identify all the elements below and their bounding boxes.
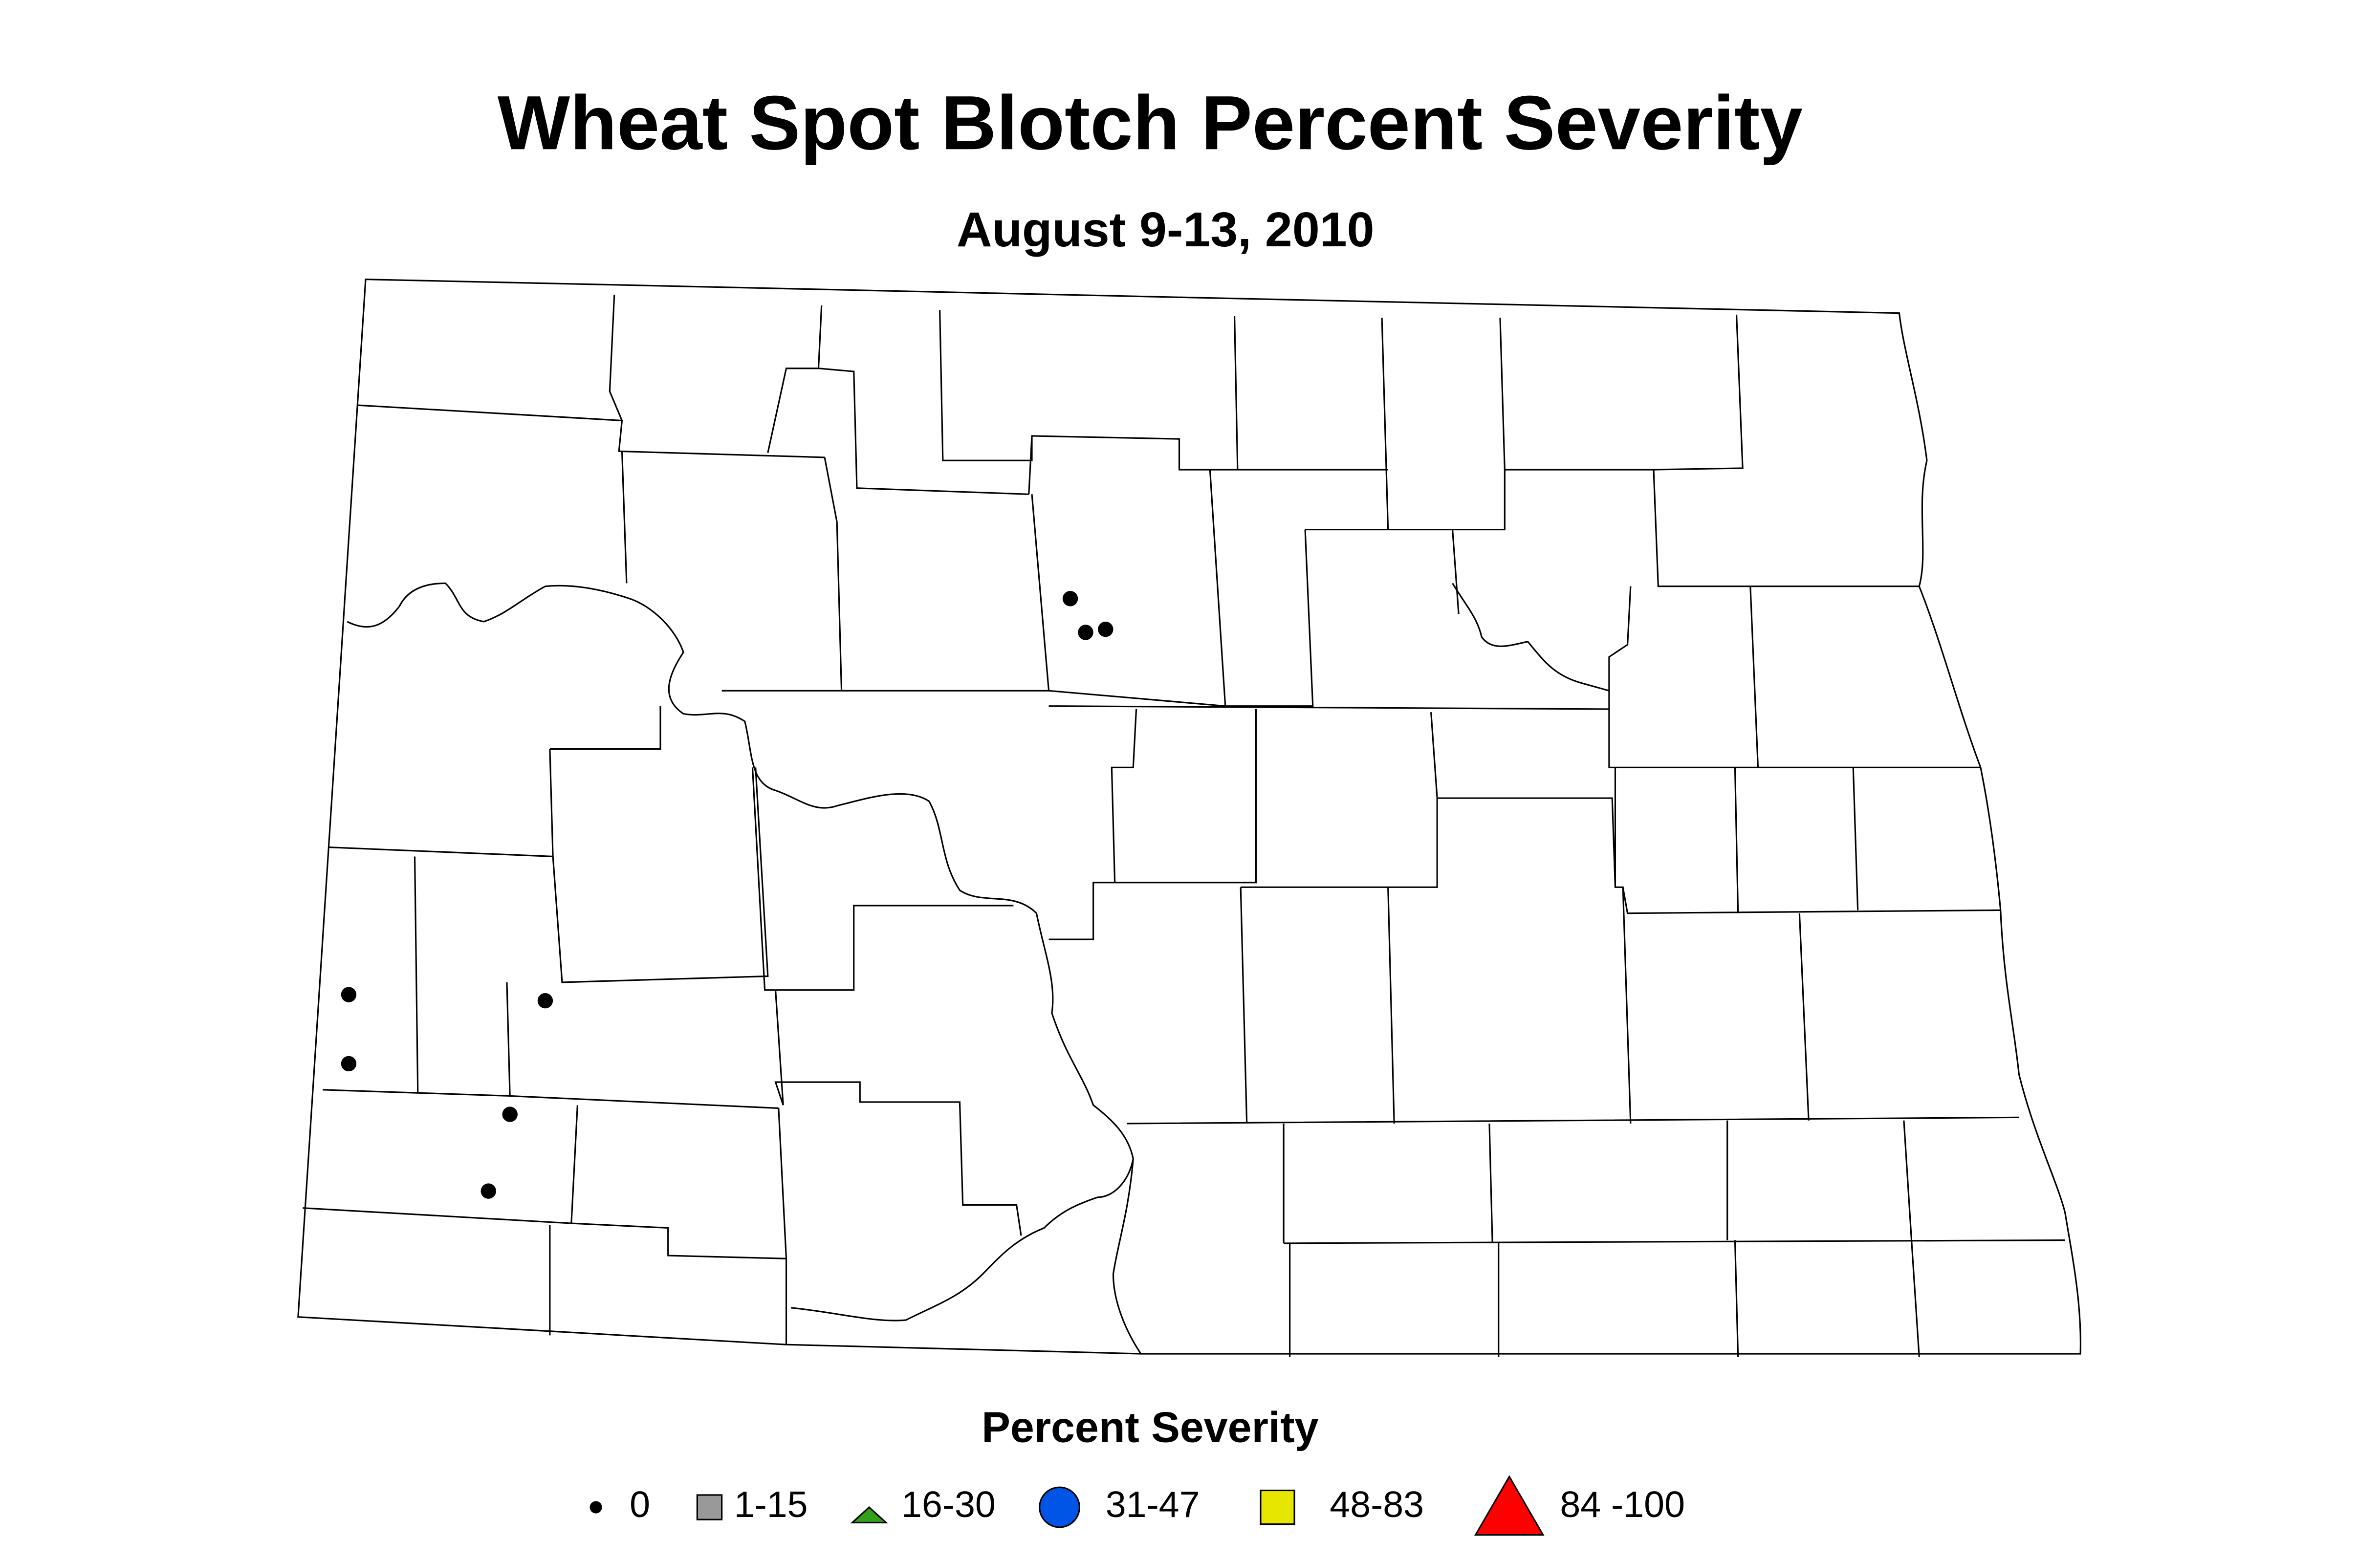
title: Wheat Spot Blotch Percent Severity <box>498 80 1803 166</box>
observation-point <box>1062 591 1078 607</box>
legend-symbol <box>590 1501 602 1514</box>
legend-label: 84 -100 <box>1560 1484 1685 1525</box>
legend-label: 31-47 <box>1106 1484 1200 1525</box>
legend-symbol <box>1039 1486 1080 1528</box>
legend-symbol <box>850 1506 888 1524</box>
observation-point <box>480 1183 496 1199</box>
observation-point <box>341 1056 357 1072</box>
state-map <box>297 278 2081 1357</box>
observation-point <box>1078 625 1093 640</box>
subtitle: August 9-13, 2010 <box>957 202 1374 257</box>
river <box>1112 1159 1142 1354</box>
legend-symbol <box>1474 1475 1545 1536</box>
county-lines <box>303 294 2065 1357</box>
observation-point <box>502 1106 518 1122</box>
legend-label: 16-30 <box>901 1484 996 1525</box>
legend-title: Percent Severity <box>982 1403 1318 1451</box>
observation-point <box>537 993 553 1009</box>
state-outline <box>297 278 2081 1355</box>
legend-label: 0 <box>630 1484 650 1525</box>
legend-symbol <box>696 1494 723 1520</box>
observation-point <box>341 987 357 1002</box>
legend-symbol <box>1260 1489 1295 1525</box>
river <box>1452 583 1610 692</box>
observation-point <box>1098 621 1114 637</box>
legend: 0 1-15 16-30 31-47 48-83 84 -100 <box>590 1475 1685 1536</box>
observations <box>341 591 1114 1199</box>
missouri-river <box>347 582 1134 1322</box>
legend-label: 1-15 <box>734 1484 808 1525</box>
legend-label: 48-83 <box>1330 1484 1424 1525</box>
